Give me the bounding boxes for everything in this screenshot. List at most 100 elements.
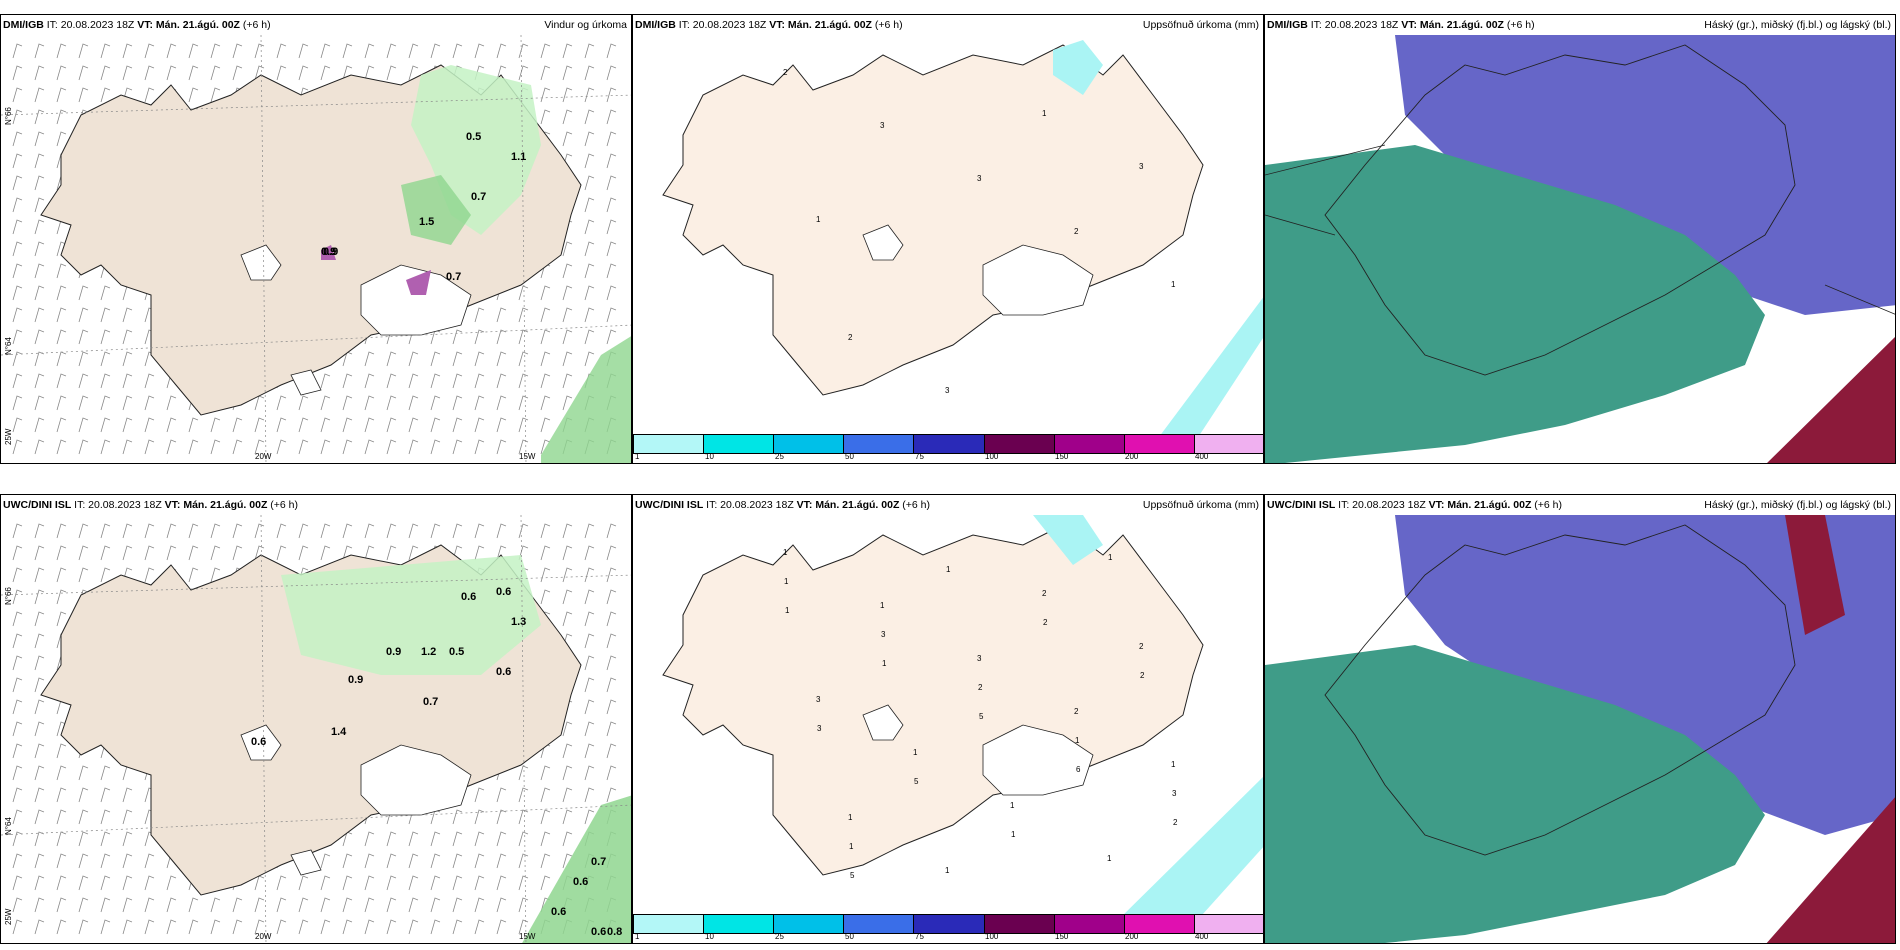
wind-barb	[12, 351, 23, 367]
wind-barb	[56, 545, 67, 561]
wind-barb	[34, 263, 45, 279]
wind-barb	[232, 523, 243, 539]
wind-barb	[100, 417, 111, 433]
wind-barb	[540, 285, 551, 301]
wind-barb	[144, 523, 155, 539]
wind-barb	[540, 787, 551, 803]
wind-barb	[12, 743, 23, 759]
wind-precip-label: 1.4	[331, 726, 347, 738]
high-cloud	[1395, 35, 1895, 315]
wind-barb	[408, 65, 419, 81]
precip-value-label: 2	[978, 683, 983, 692]
wind-barb	[562, 831, 573, 847]
wind-barb	[12, 197, 23, 213]
wind-barb	[122, 523, 133, 539]
precip-value-label: 2	[783, 68, 788, 77]
wind-barb	[12, 875, 23, 891]
wind-barb	[606, 43, 617, 59]
wind-barb	[584, 787, 595, 803]
wind-barb	[320, 897, 331, 913]
wind-barb	[34, 373, 45, 389]
wind-barb	[78, 831, 89, 847]
wind-barb	[562, 285, 573, 301]
wind-barb	[364, 417, 375, 433]
wind-barb	[606, 699, 617, 715]
wind-barb	[12, 897, 23, 913]
wind-barb	[100, 43, 111, 59]
wind-barb	[100, 351, 111, 367]
wind-barb	[12, 43, 23, 59]
wind-barb	[12, 307, 23, 323]
wind-barb	[584, 523, 595, 539]
wind-barb	[452, 875, 463, 891]
wind-barb	[122, 545, 133, 561]
wind-barb	[474, 417, 485, 433]
wind-barb	[210, 567, 221, 583]
wind-barb	[364, 43, 375, 59]
wind-map: 0.6 0.61.30.9 1.2 0.50.60.90.71.40.60.70.60…	[1, 515, 631, 943]
wind-barb	[144, 65, 155, 81]
lon-label: 15W	[519, 452, 536, 461]
wind-barb	[584, 633, 595, 649]
wind-barb	[166, 439, 177, 455]
wind-barb	[474, 373, 485, 389]
wind-barb	[34, 109, 45, 125]
wind-barb	[166, 395, 177, 411]
wind-barb	[56, 109, 67, 125]
wind-barb	[320, 439, 331, 455]
wind-barb	[12, 919, 23, 935]
wind-barb	[584, 87, 595, 103]
precip-value-label: 1	[848, 813, 853, 822]
wind-barb	[12, 65, 23, 81]
precip-value-label: 3	[817, 724, 822, 733]
wind-barb	[56, 787, 67, 803]
wind-barb	[474, 43, 485, 59]
wind-barb	[364, 853, 375, 869]
wind-barb	[452, 809, 463, 825]
wind-barb	[122, 897, 133, 913]
wind-barb	[496, 875, 507, 891]
wind-barb	[232, 65, 243, 81]
wind-barb	[474, 329, 485, 345]
precip-labels: 2 3 3 2 1 2 3 1 3 1	[783, 68, 1176, 395]
wind-barb	[100, 307, 111, 323]
wind-barb	[122, 417, 133, 433]
wind-barb	[254, 545, 265, 561]
wind-barb	[408, 831, 419, 847]
wind-barb	[452, 43, 463, 59]
wind-barb	[474, 439, 485, 455]
wind-barb	[408, 545, 419, 561]
colorbar-tick-label: 150	[1055, 452, 1069, 461]
wind-barb	[100, 545, 111, 561]
wind-barb	[254, 875, 265, 891]
wind-barb	[12, 329, 23, 345]
colorbar-swatch	[1194, 435, 1263, 453]
wind-barb	[188, 545, 199, 561]
wind-barb	[320, 853, 331, 869]
wind-barb	[12, 655, 23, 671]
wind-barb	[166, 43, 177, 59]
wind-barb	[386, 545, 397, 561]
wind-barb	[452, 523, 463, 539]
wind-barb	[364, 545, 375, 561]
precip-value-label: 1	[1108, 553, 1113, 562]
wind-barb	[584, 809, 595, 825]
wind-barb	[408, 395, 419, 411]
wind-precip-label: 0.9	[348, 674, 363, 686]
wind-barb	[78, 809, 89, 825]
wind-barb	[342, 439, 353, 455]
wind-barb	[408, 875, 419, 891]
colorbar-swatch	[1124, 915, 1195, 933]
wind-barb	[496, 439, 507, 455]
wind-barb	[452, 417, 463, 433]
wind-barb	[100, 373, 111, 389]
panel-title: Uppsöfnuð úrkoma (mm)	[1142, 499, 1259, 511]
wind-barb	[320, 545, 331, 561]
wind-barb	[518, 43, 529, 59]
wind-barb	[386, 373, 397, 389]
wind-barb	[562, 809, 573, 825]
wind-barb	[452, 351, 463, 367]
cloud-map	[1265, 35, 1895, 463]
wind-barb	[606, 677, 617, 693]
wind-barb	[298, 875, 309, 891]
